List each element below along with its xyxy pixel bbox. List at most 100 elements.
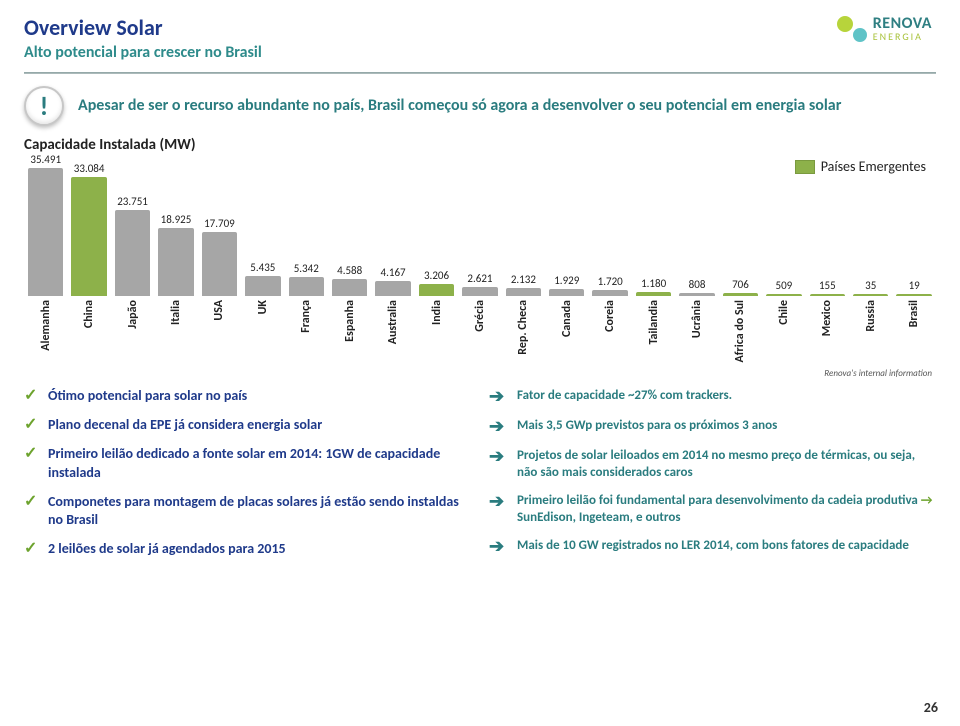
right-point-text: Mais de 10 GW registrados no LER 2014, c…: [517, 537, 909, 555]
brand-logo: RENOVA ENERGIA: [837, 14, 932, 44]
left-point-text: Plano decenal da EPE já considera energi…: [48, 416, 322, 435]
bar-rect: [549, 289, 584, 296]
bar-value-label: 1.929: [554, 274, 579, 287]
bar-china: 33.084: [71, 162, 106, 296]
left-point-text: Ótimo potencial para solar no país: [48, 387, 247, 406]
bar-rect: [375, 281, 410, 296]
bar-espanha: 4.588: [332, 264, 367, 296]
capacity-title: Capacidade Instalada (MW): [24, 136, 936, 154]
bar-rect: [245, 276, 280, 296]
callout: ! Apesar de ser o recurso abundante no p…: [24, 86, 936, 126]
x-label: França: [289, 300, 324, 378]
x-label: Chile: [766, 300, 801, 378]
bar-australia: 4.167: [375, 266, 410, 296]
bar-value-label: 1.180: [641, 277, 666, 290]
bar-rect: [462, 287, 497, 296]
chart-legend: Países Emergentes: [795, 158, 926, 175]
bar-coreia: 1.720: [592, 275, 627, 296]
check-icon: ✓: [24, 445, 40, 463]
bar-value-label: 155: [819, 279, 836, 292]
right-point: ➔Fator de capacidade ~27% com trackers.: [489, 387, 936, 407]
bar-value-label: 18.925: [161, 213, 192, 226]
bar-mexico: 155: [810, 279, 845, 296]
x-label: Japão: [115, 300, 150, 378]
bar-italia: 18.925: [158, 213, 193, 296]
bar-value-label: 2.132: [511, 273, 536, 286]
right-point-text: Primeiro leilão foi fundamental para des…: [517, 492, 936, 527]
right-point: ➔ Projetos de solar leiloados em 2014 no …: [489, 447, 936, 482]
legend-label: Países Emergentes: [821, 158, 926, 175]
x-label: Brasil: [896, 300, 931, 378]
right-point-text: Projetos de solar leiloados em 2014 no m…: [517, 447, 936, 482]
right-point: ➔Mais 3,5 GWp previstos para os próximos…: [489, 417, 936, 437]
bar-value-label: 19: [909, 279, 920, 292]
x-label: Russia: [853, 300, 888, 378]
bar-value-label: 4.167: [381, 266, 406, 279]
bar-ucr-nia: 808: [679, 278, 714, 296]
bar-value-label: 1.720: [598, 275, 623, 288]
bar-jap-o: 23.751: [115, 195, 150, 296]
bar-value-label: 5.435: [250, 261, 275, 274]
bar-value-label: 17.709: [204, 217, 235, 230]
left-point-text: Primeiro leilão dedicado a fonte solar e…: [48, 445, 471, 483]
bar-rect: [506, 288, 541, 296]
bar-africa-do-sul: 706: [723, 278, 758, 296]
bar-alemanha: 35.491: [28, 153, 63, 296]
bar-value-label: 35.491: [30, 153, 61, 166]
x-label: Grécia: [462, 300, 497, 378]
page-number: 26: [924, 699, 938, 716]
check-icon: ✓: [24, 540, 40, 558]
legend-swatch: [795, 160, 815, 174]
bar-value-label: 35: [865, 279, 876, 292]
bar-brasil: 19: [896, 279, 931, 296]
bar-rect: [115, 210, 150, 296]
x-label: Canada: [549, 300, 584, 378]
left-point-text: 2 leilões de solar já agendados para 201…: [48, 540, 286, 559]
x-label: China: [71, 300, 106, 378]
bar-rect: [766, 294, 801, 296]
bar-tailandia: 1.180: [636, 277, 671, 296]
bar-rect: [853, 294, 888, 296]
bar-value-label: 33.084: [74, 162, 105, 175]
bar-value-label: 2.621: [467, 272, 492, 285]
arrow-icon: ➔: [489, 447, 509, 467]
bar-rect: [896, 294, 931, 296]
bar-rect: [202, 232, 237, 296]
right-point-text: Fator de capacidade ~27% com trackers.: [517, 387, 732, 405]
left-point: ✓ Plano decenal da EPE já considera energ…: [24, 416, 471, 435]
exclamation-icon: !: [24, 86, 64, 126]
bar-rect: [636, 292, 671, 296]
bar-uk: 5.435: [245, 261, 280, 296]
bar-rect: [289, 277, 324, 296]
bar-rect: [71, 177, 106, 296]
left-point-text: Componetes para montagem de placas solar…: [48, 493, 471, 531]
right-point: ➔ Mais de 10 GW registrados no LER 2014, …: [489, 537, 936, 557]
right-bullets: ➔Fator de capacidade ~27% com trackers.➔…: [489, 387, 936, 569]
callout-text: Apesar de ser o recurso abundante no paí…: [78, 95, 841, 117]
x-label: Alemanha: [28, 300, 63, 378]
right-point: ➔Primeiro leilão foi fundamental para de…: [489, 492, 936, 527]
left-point: ✓ 2 leilões de solar já agendados para 20…: [24, 540, 471, 559]
chart-x-labels: AlemanhaChinaJapãoItaliaUSAUKFrançaEspan…: [24, 300, 936, 378]
bar-india: 3.206: [419, 269, 454, 296]
bar-value-label: 706: [732, 278, 749, 291]
arrow-icon: ➔: [489, 537, 509, 557]
x-label: UK: [245, 300, 280, 378]
bar-rect: [28, 168, 63, 296]
bar-value-label: 808: [689, 278, 706, 291]
bar-rep-checa: 2.132: [506, 273, 541, 296]
x-label: Australia: [375, 300, 410, 378]
x-label: Coreia: [592, 300, 627, 378]
bar-usa: 17.709: [202, 217, 237, 296]
check-icon: ✓: [24, 387, 40, 405]
x-label: Mexico: [810, 300, 845, 378]
left-point: ✓ Componetes para montagem de placas sola…: [24, 493, 471, 531]
page-subtitle: Alto potencial para crescer no Brasil: [24, 43, 936, 62]
bar-rect: [419, 284, 454, 296]
check-icon: ✓: [24, 416, 40, 434]
check-icon: ✓: [24, 493, 40, 511]
bar-russia: 35: [853, 279, 888, 296]
arrow-icon: ➔: [489, 417, 509, 437]
bar-chile: 509: [766, 279, 801, 296]
bar-value-label: 3.206: [424, 269, 449, 282]
